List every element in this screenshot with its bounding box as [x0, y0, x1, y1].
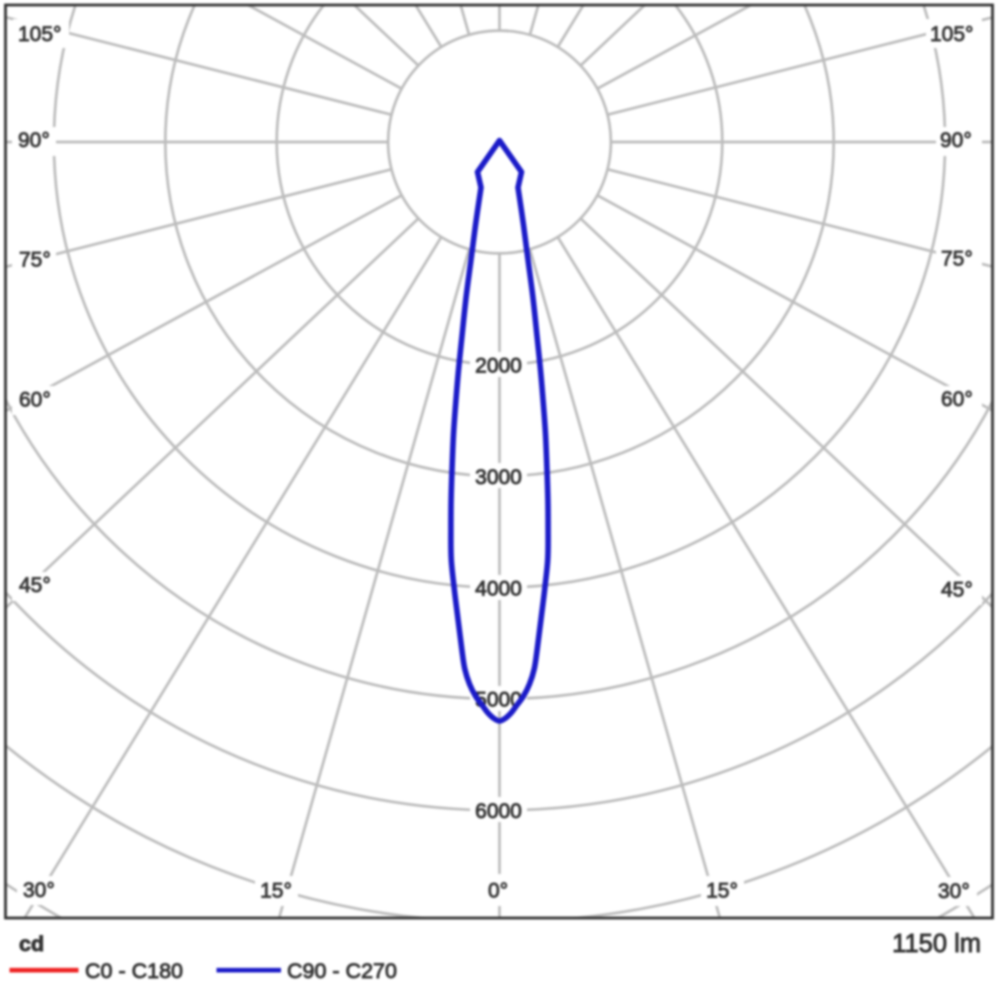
svg-text:30°: 30° [938, 880, 970, 903]
svg-text:45°: 45° [941, 579, 973, 602]
svg-text:90°: 90° [940, 129, 972, 152]
svg-text:C0 - C180: C0 - C180 [85, 959, 183, 983]
svg-text:75°: 75° [19, 249, 51, 272]
svg-text:90°: 90° [18, 129, 50, 152]
svg-text:30°: 30° [23, 879, 55, 902]
svg-text:60°: 60° [19, 389, 51, 412]
svg-text:60°: 60° [941, 388, 973, 411]
svg-text:75°: 75° [941, 248, 973, 271]
svg-text:C90 - C270: C90 - C270 [287, 959, 397, 983]
svg-text:105°: 105° [18, 23, 61, 46]
svg-text:4000: 4000 [475, 578, 522, 601]
svg-text:15°: 15° [260, 880, 292, 903]
svg-text:0°: 0° [488, 880, 508, 903]
svg-text:5000: 5000 [475, 689, 522, 712]
svg-text:cd: cd [19, 932, 44, 956]
svg-text:2000: 2000 [475, 355, 522, 378]
svg-text:6000: 6000 [475, 800, 522, 823]
svg-text:1150 lm: 1150 lm [892, 930, 981, 958]
svg-text:105°: 105° [930, 23, 973, 46]
svg-text:15°: 15° [706, 880, 738, 903]
svg-text:45°: 45° [19, 574, 51, 597]
svg-text:3000: 3000 [475, 466, 522, 489]
